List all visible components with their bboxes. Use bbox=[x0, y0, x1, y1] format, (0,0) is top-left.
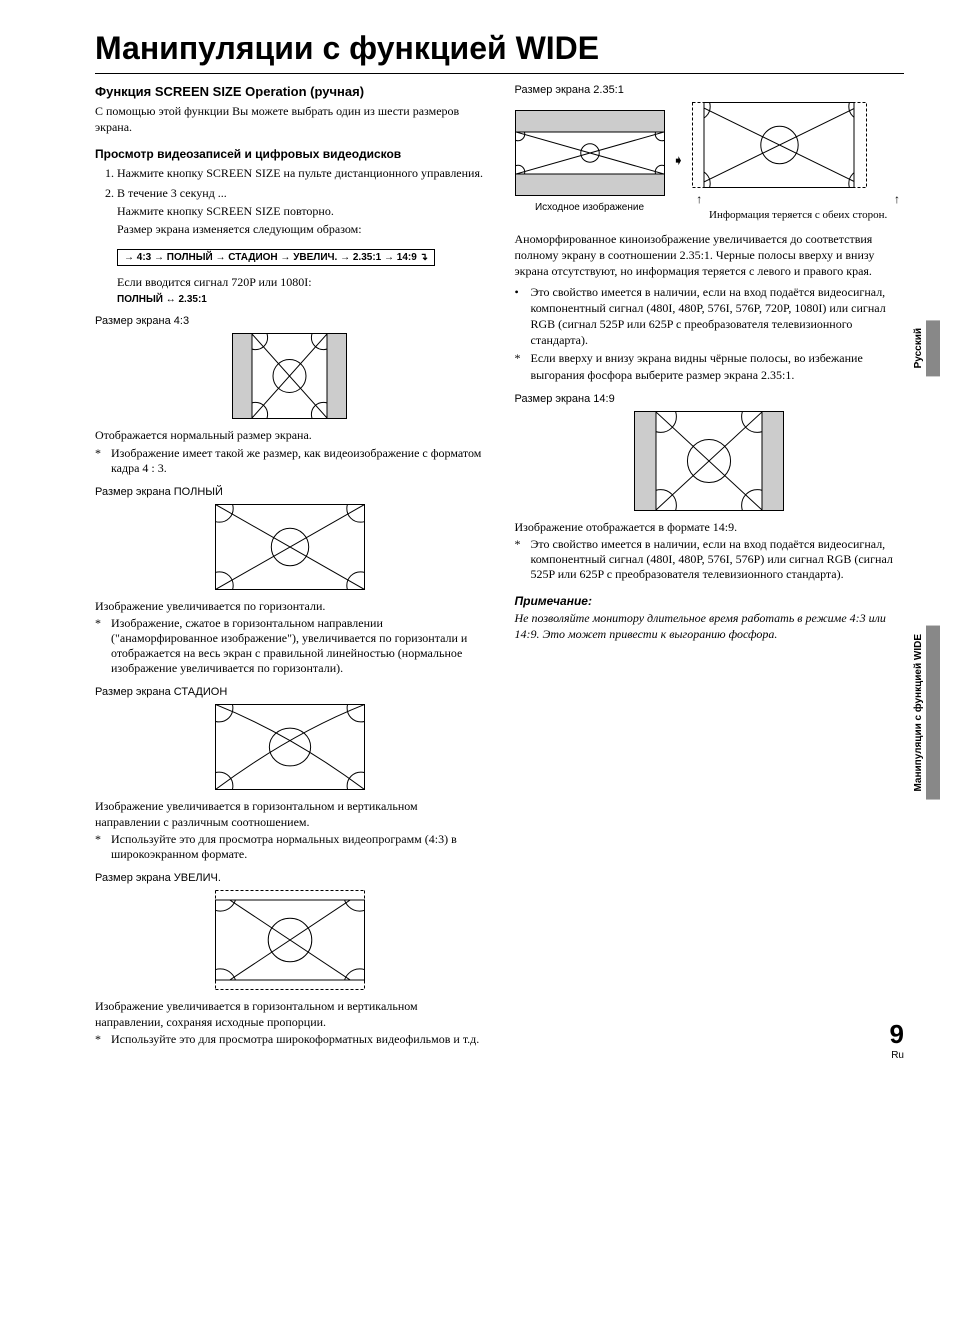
note-text: Это свойство имеется в наличии, если на … bbox=[531, 537, 905, 582]
asterisk-icon: * bbox=[95, 1032, 105, 1047]
bullet-text: Если вверху и внизу экрана видны чёрные … bbox=[531, 350, 905, 382]
right-column: Размер экрана 2.35:1 Исходное изображени… bbox=[515, 84, 905, 1047]
mode-toggle: ПОЛНЫЙ ↔ 2.35:1 bbox=[117, 294, 485, 305]
step-2-line2: Нажмите кнопку SCREEN SIZE повторно. bbox=[117, 203, 485, 219]
dual-diagram-235: Исходное изображение ➧ ↑↑ Информация тер… bbox=[515, 102, 905, 221]
two-column-layout: Функция SCREEN SIZE Operation (ручная) С… bbox=[95, 84, 904, 1047]
diagram-149-svg bbox=[634, 411, 784, 511]
diagram-149 bbox=[515, 411, 905, 515]
side-tab-lang: Русский bbox=[911, 320, 940, 376]
section-heading: Функция SCREEN SIZE Operation (ручная) bbox=[95, 84, 485, 99]
loss-caption: Информация теряется с обеих сторон. bbox=[692, 209, 904, 221]
size-zoom-note: * Используйте это для просмотра широкофо… bbox=[95, 1032, 485, 1047]
diagram-43-svg bbox=[232, 333, 347, 419]
asterisk-icon: * bbox=[515, 350, 525, 382]
size-full-title: Размер экрана ПОЛНЫЙ bbox=[95, 486, 485, 498]
mode-cycle-box: → 4:3 → ПОЛНЫЙ → СТАДИОН → УВЕЛИЧ. → 2.3… bbox=[117, 249, 435, 266]
step-2: В течение 3 секунд ... Нажмите кнопку SC… bbox=[117, 185, 485, 238]
size-43-note: * Изображение имеет такой же размер, как… bbox=[95, 446, 485, 476]
asterisk-icon: * bbox=[515, 537, 525, 582]
size-stadium-note: * Используйте это для просмотра нормальн… bbox=[95, 832, 485, 862]
diagram-zoom-svg bbox=[215, 890, 365, 990]
subsection-heading: Просмотр видеозаписей и цифровых видеоди… bbox=[95, 147, 485, 161]
diagram-235b-svg bbox=[692, 102, 867, 188]
size-zoom-title: Размер экрана УВЕЛИЧ. bbox=[95, 872, 485, 884]
step-2-line3: Размер экрана изменяется следующим образ… bbox=[117, 221, 485, 237]
note-body: Не позволяйте монитору длительное время … bbox=[515, 610, 905, 642]
step-1: Нажмите кнопку SCREEN SIZE на пульте дис… bbox=[117, 165, 485, 181]
diagram-stadium-svg bbox=[215, 704, 365, 790]
bullet-2: * Если вверху и внизу экрана видны чёрны… bbox=[515, 350, 905, 382]
side-tab-section: Манипуляции с функцией WIDE bbox=[911, 626, 940, 800]
size-43-text: Отображается нормальный размер экрана. bbox=[95, 427, 485, 443]
step-2-line1: В течение 3 секунд ... bbox=[117, 186, 227, 200]
side-tabs: Русский Манипуляции с функцией WIDE bbox=[911, 320, 940, 800]
diagram-235-source: Исходное изображение bbox=[515, 110, 665, 213]
page-number-value: 9 bbox=[890, 1019, 904, 1050]
size-full-note: * Изображение, сжатое в горизонтальном н… bbox=[95, 616, 485, 676]
diagram-235-result: ↑↑ Информация теряется с обеих сторон. bbox=[692, 102, 904, 221]
source-caption: Исходное изображение bbox=[515, 202, 665, 213]
diagram-zoom bbox=[95, 890, 485, 994]
size-43-title: Размер экрана 4:3 bbox=[95, 315, 485, 327]
diagram-full-svg bbox=[215, 504, 365, 590]
size-stadium-title: Размер экрана СТАДИОН bbox=[95, 686, 485, 698]
up-arrows: ↑↑ bbox=[692, 192, 904, 207]
size-235-title: Размер экрана 2.35:1 bbox=[515, 84, 905, 96]
diagram-235a-svg bbox=[515, 110, 665, 196]
dot-icon: • bbox=[515, 284, 525, 349]
bullet-text: Это свойство имеется в наличии, если на … bbox=[531, 284, 905, 349]
note-text: Используйте это для просмотра широкоформ… bbox=[111, 1032, 479, 1047]
note-heading: Примечание: bbox=[515, 594, 905, 608]
note-text: Изображение, сжатое в горизонтальном нап… bbox=[111, 616, 485, 676]
size-235-text: Аноморфированное киноизображение увеличи… bbox=[515, 231, 905, 280]
diagram-full bbox=[95, 504, 485, 594]
after-box-text: Если вводится сигнал 720P или 1080I: bbox=[117, 274, 485, 290]
size-stadium-text: Изображение увеличивается в горизонтальн… bbox=[95, 798, 485, 830]
left-column: Функция SCREEN SIZE Operation (ручная) С… bbox=[95, 84, 485, 1047]
arrow-right-icon: ➧ bbox=[673, 153, 685, 170]
note-text: Изображение имеет такой же размер, как в… bbox=[111, 446, 485, 476]
size-149-title: Размер экрана 14:9 bbox=[515, 393, 905, 405]
intro-text: С помощью этой функции Вы можете выбрать… bbox=[95, 103, 485, 135]
diagram-43 bbox=[95, 333, 485, 423]
rule bbox=[95, 73, 904, 74]
page-number: 9 Ru bbox=[890, 1019, 904, 1061]
page-lang: Ru bbox=[890, 1050, 904, 1061]
page-title: Манипуляции с функцией WIDE bbox=[95, 30, 904, 67]
size-235-bullets: • Это свойство имеется в наличии, если н… bbox=[515, 284, 905, 383]
size-full-text: Изображение увеличивается по горизонтали… bbox=[95, 598, 485, 614]
note-text: Используйте это для просмотра нормальных… bbox=[111, 832, 485, 862]
step-list: Нажмите кнопку SCREEN SIZE на пульте дис… bbox=[95, 165, 485, 237]
size-149-text: Изображение отображается в формате 14:9. bbox=[515, 519, 905, 535]
size-zoom-text: Изображение увеличивается в горизонтальн… bbox=[95, 998, 485, 1030]
bullet-1: • Это свойство имеется в наличии, если н… bbox=[515, 284, 905, 349]
size-149-note: * Это свойство имеется в наличии, если н… bbox=[515, 537, 905, 582]
asterisk-icon: * bbox=[95, 616, 105, 676]
asterisk-icon: * bbox=[95, 446, 105, 476]
diagram-stadium bbox=[95, 704, 485, 794]
asterisk-icon: * bbox=[95, 832, 105, 862]
